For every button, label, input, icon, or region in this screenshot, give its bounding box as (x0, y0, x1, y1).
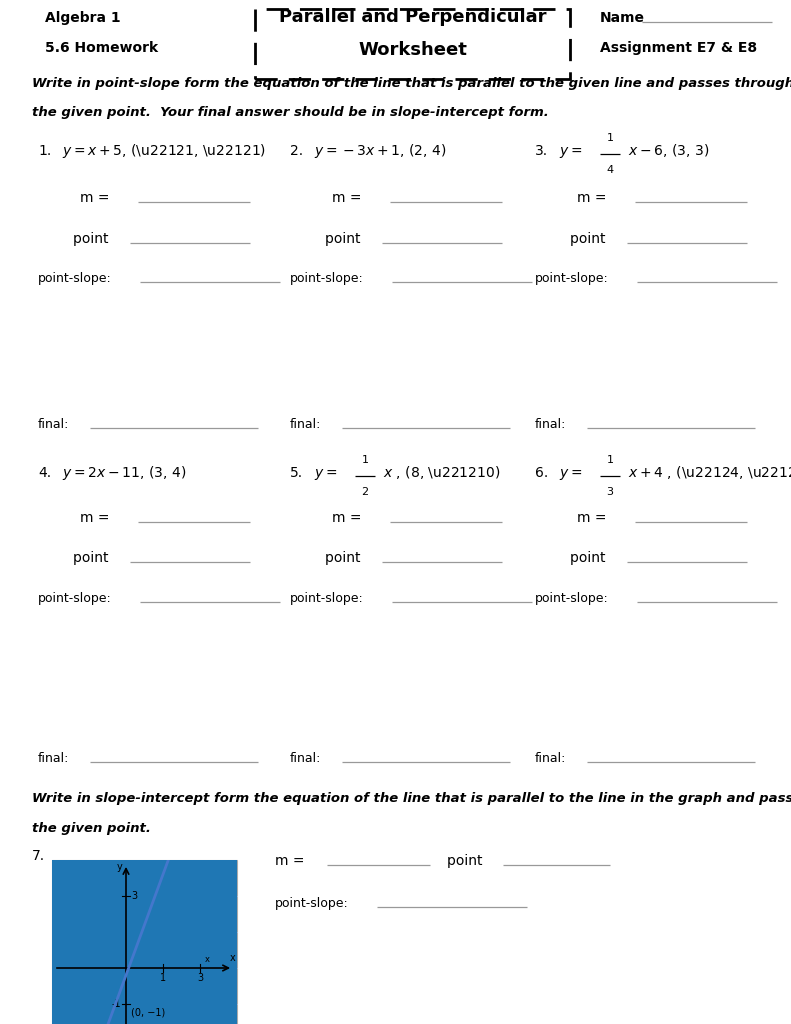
Text: y: y (116, 862, 122, 872)
Text: $y = $: $y = $ (559, 145, 582, 160)
Text: Name: Name (600, 11, 645, 25)
Text: 2: 2 (361, 487, 369, 497)
Text: $x + 4$ , (\u22124, \u22124): $x + 4$ , (\u22124, \u22124) (628, 464, 791, 481)
Text: point-slope:: point-slope: (275, 897, 349, 910)
Text: point-slope:: point-slope: (290, 272, 364, 285)
Text: Write in point-slope form the equation of the line that is parallel to the given: Write in point-slope form the equation o… (32, 77, 791, 90)
Text: point-slope:: point-slope: (38, 272, 112, 285)
Text: $x$ , (8, \u221210): $x$ , (8, \u221210) (383, 464, 501, 481)
Text: m =: m = (332, 511, 366, 525)
Text: 4: 4 (607, 165, 614, 175)
Text: 5.: 5. (290, 466, 303, 480)
Text: Worksheet: Worksheet (358, 41, 467, 59)
Text: $x - 6$, (3, 3): $x - 6$, (3, 3) (628, 142, 710, 159)
Text: point: point (325, 232, 365, 246)
Text: point-slope:: point-slope: (290, 592, 364, 605)
Text: m =: m = (577, 191, 611, 205)
Text: the given point.  Your final answer should be in slope-intercept form.: the given point. Your final answer shoul… (32, 106, 549, 119)
Text: m =: m = (80, 191, 114, 205)
Text: final:: final: (290, 418, 321, 431)
Text: Assignment E7 & E8: Assignment E7 & E8 (600, 41, 757, 55)
Text: m =: m = (80, 511, 114, 525)
Text: 2.: 2. (290, 144, 303, 158)
Text: 1.: 1. (38, 144, 51, 158)
Text: 1: 1 (361, 455, 369, 465)
Text: 5.6 Homework: 5.6 Homework (45, 41, 158, 55)
Text: m =: m = (275, 854, 308, 868)
Text: Parallel and Perpendicular: Parallel and Perpendicular (278, 8, 547, 26)
Text: 6.: 6. (535, 466, 548, 480)
Text: final:: final: (38, 418, 70, 431)
Text: m =: m = (577, 511, 611, 525)
Text: the given point.: the given point. (32, 822, 151, 835)
Text: $y = $: $y = $ (559, 467, 582, 482)
Text: point-slope:: point-slope: (38, 592, 112, 605)
Text: 3: 3 (131, 891, 137, 901)
Bar (52, 860, 237, 1024)
Text: (0, −1): (0, −1) (131, 1008, 165, 1018)
Text: 4.: 4. (38, 466, 51, 480)
Text: final:: final: (535, 418, 566, 431)
Text: $y = $: $y = $ (314, 467, 338, 482)
Text: $y = -3x + 1$, (2, 4): $y = -3x + 1$, (2, 4) (314, 142, 446, 160)
Text: point-slope:: point-slope: (535, 272, 609, 285)
Text: point: point (447, 854, 487, 868)
Text: final:: final: (38, 752, 70, 765)
Text: $y = 2x - 11$, (3, 4): $y = 2x - 11$, (3, 4) (62, 464, 186, 482)
Text: point: point (325, 551, 365, 565)
Text: 3: 3 (607, 487, 614, 497)
Text: final:: final: (290, 752, 321, 765)
Text: x: x (205, 955, 210, 964)
Text: 7.: 7. (32, 849, 45, 863)
Text: m =: m = (332, 191, 366, 205)
Text: 3: 3 (197, 973, 203, 983)
Text: point-slope:: point-slope: (535, 592, 609, 605)
Bar (52, 860, 237, 1024)
Text: $y = x + 5$, (\u22121, \u22121): $y = x + 5$, (\u22121, \u22121) (62, 142, 266, 160)
Text: 1: 1 (607, 133, 614, 143)
Text: Algebra 1: Algebra 1 (45, 11, 120, 25)
Text: point: point (570, 232, 610, 246)
Text: point: point (73, 232, 113, 246)
Text: point: point (73, 551, 113, 565)
Text: Write in slope-intercept form the equation of the line that is parallel to the l: Write in slope-intercept form the equati… (32, 792, 791, 805)
Text: 1: 1 (160, 973, 166, 983)
Text: point: point (570, 551, 610, 565)
Text: final:: final: (535, 752, 566, 765)
Text: -1: -1 (112, 999, 121, 1009)
Text: x: x (229, 953, 235, 963)
Text: 1: 1 (607, 455, 614, 465)
Text: 3.: 3. (535, 144, 548, 158)
